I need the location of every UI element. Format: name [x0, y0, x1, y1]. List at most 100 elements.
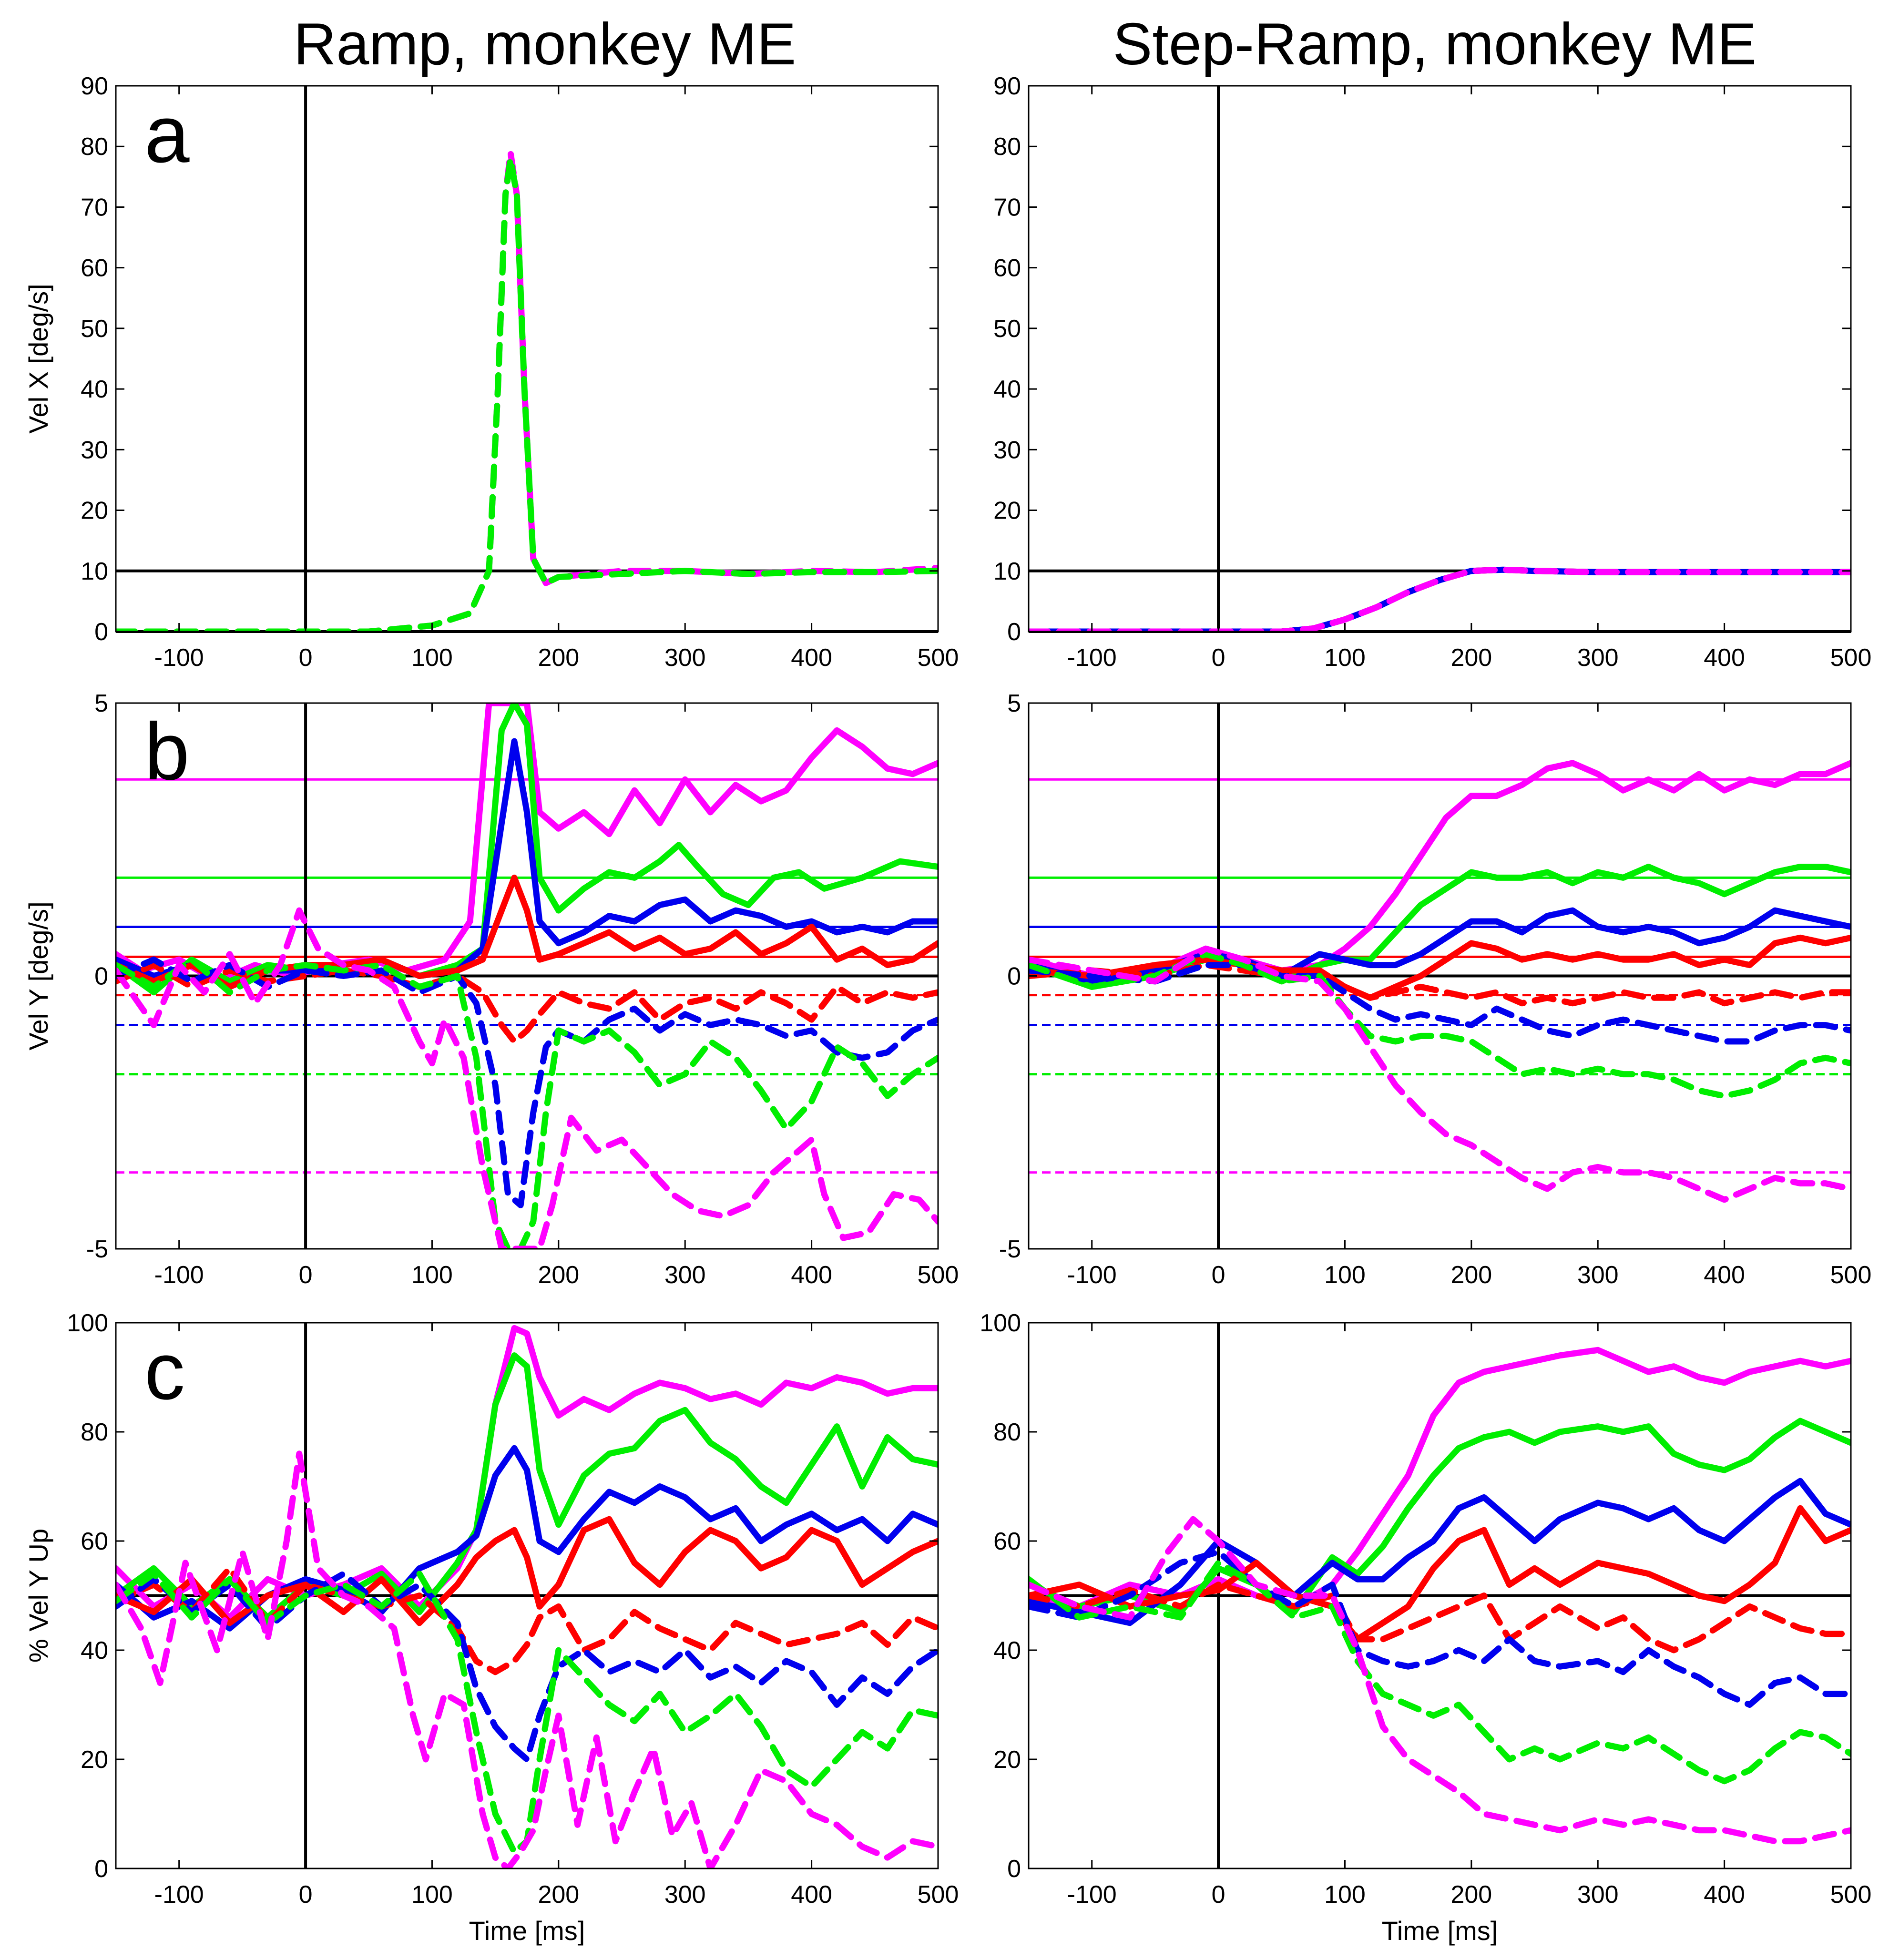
y-tick-label: 90 — [81, 72, 108, 100]
series-line-red-dashed — [1029, 962, 1851, 1007]
series-line-blue-solid — [116, 1445, 938, 1632]
series-line-blue-solid — [1029, 1478, 1851, 1626]
y-tick-label: 0 — [94, 1855, 108, 1883]
y-tick-label: -5 — [999, 1235, 1021, 1263]
series-line-blue-dashed — [1029, 962, 1851, 1045]
x-tick-label: 0 — [1212, 1881, 1225, 1909]
series-line-blue-solid — [116, 738, 938, 990]
x-tick-label: 100 — [1324, 1261, 1366, 1289]
x-tick-label: 200 — [538, 1881, 579, 1909]
x-tick-label: 400 — [791, 1881, 832, 1909]
chart-panel-c-left: -100 0 100 200 300 400 500 0 20 40 60 80 100 c % Vel Y… — [23, 1309, 959, 1946]
x-tick-label: 500 — [918, 1881, 959, 1909]
plot-frame — [1028, 1322, 1852, 1869]
y-tick-label: 80 — [993, 1419, 1021, 1446]
series-line-magenta-solid — [1029, 1347, 1851, 1610]
y-tick-label: 90 — [993, 72, 1021, 100]
y-tick-label: 20 — [993, 1746, 1021, 1774]
series-line-green-dashed — [116, 956, 938, 1249]
x-tick-label: 500 — [1830, 1261, 1872, 1289]
series-line-blue — [1029, 566, 1851, 632]
x-tick-label: 300 — [1577, 1881, 1619, 1909]
y-axis-label: Vel Y [deg/s] — [23, 901, 53, 1050]
series-line-magenta-dashed — [1029, 945, 1851, 1203]
x-tick-label: 300 — [664, 1261, 706, 1289]
chart-panel-c-right: -100 0 100 200 300 400 500 0 20 40 60 80 100 Time [ms… — [980, 1309, 1871, 1946]
x-tick-label: -100 — [154, 1881, 204, 1909]
x-tick-label: 300 — [664, 644, 706, 672]
y-tick-label: 40 — [993, 376, 1021, 403]
series-line-green-dashed — [1029, 951, 1851, 1099]
y-tick-label: 0 — [94, 618, 108, 646]
x-tick-label: 500 — [918, 644, 959, 672]
y-tick-label: 0 — [94, 963, 108, 990]
y-tick-label: 60 — [993, 255, 1021, 282]
y-axis-label: % Vel Y Up — [23, 1529, 53, 1663]
series-line-blue-dashed — [116, 1571, 938, 1763]
x-tick-label: 0 — [299, 644, 313, 672]
chart-panels: -100 0 100 200 300 400 5000102030405060708090a… — [23, 72, 1871, 1946]
series-group — [116, 1325, 938, 1868]
right-column-title: Step-Ramp, monkey ME — [1113, 11, 1757, 77]
x-tick-label: -100 — [1067, 1261, 1117, 1289]
y-axis-label: Vel X [deg/s] — [23, 284, 53, 433]
x-tick-label: 0 — [1212, 1261, 1225, 1289]
y-tick-label: 50 — [81, 315, 108, 343]
series-group — [1029, 1347, 1851, 1845]
y-tick-label: 100 — [67, 1309, 108, 1337]
series-group — [116, 703, 938, 1249]
y-tick-label: -5 — [86, 1235, 108, 1263]
series-line-magenta-dashed — [116, 1450, 938, 1868]
y-tick-label: 40 — [993, 1637, 1021, 1664]
y-tick-label: 5 — [1007, 690, 1021, 717]
chart-panel-a-left: -100 0 100 200 300 400 500 0 10 20 30 40 50 60 70 80 90 a… — [23, 72, 959, 672]
series-line-magenta-dashed — [1029, 1516, 1851, 1845]
y-tick-label: 0 — [1007, 618, 1021, 646]
y-tick-label: 60 — [81, 255, 108, 282]
series-line-green-dashed — [116, 1571, 938, 1856]
plot-frame — [115, 1322, 939, 1869]
x-tick-label: 100 — [1324, 644, 1366, 672]
left-column-title: Ramp, monkey ME — [294, 11, 796, 77]
series-line-green-solid — [116, 703, 938, 996]
y-tick-label: 10 — [81, 558, 108, 585]
y-tick-label: 30 — [81, 436, 108, 464]
series-line-red-solid — [1029, 934, 1851, 1001]
x-tick-label: -100 — [154, 644, 204, 672]
x-tick-label: 200 — [1450, 644, 1492, 672]
series-line-red-dashed — [116, 1565, 938, 1675]
y-tick-label: 0 — [1007, 1855, 1021, 1883]
y-tick-label: 20 — [993, 497, 1021, 525]
x-tick-label: 400 — [1704, 1261, 1745, 1289]
plot-frame — [115, 85, 939, 633]
x-tick-label: 100 — [411, 1261, 453, 1289]
x-tick-label: 300 — [664, 1881, 706, 1909]
series-line-red-dashed — [1029, 1582, 1851, 1654]
x-tick-label: 0 — [1212, 644, 1225, 672]
y-tick-label: 40 — [81, 376, 108, 403]
x-tick-label: 500 — [1830, 1881, 1872, 1909]
x-tick-label: -100 — [154, 1261, 204, 1289]
series-group — [1029, 566, 1851, 632]
x-axis-label: Time [ms] — [469, 1916, 585, 1946]
x-tick-label: 200 — [538, 644, 579, 672]
plot-frame — [1028, 85, 1852, 633]
y-tick-label: 70 — [993, 194, 1021, 221]
y-tick-label: 60 — [993, 1528, 1021, 1555]
x-tick-label: 0 — [299, 1881, 313, 1909]
y-tick-label: 20 — [81, 497, 108, 525]
y-tick-label: 5 — [94, 690, 108, 717]
y-tick-label: 30 — [993, 436, 1021, 464]
x-tick-label: 200 — [538, 1261, 579, 1289]
series-line-red-dashed — [116, 962, 938, 1045]
y-tick-label: 10 — [993, 558, 1021, 585]
x-tick-label: 300 — [1577, 1261, 1619, 1289]
y-tick-label: 80 — [993, 133, 1021, 161]
y-tick-label: 70 — [81, 194, 108, 221]
chart-panel-a-right: -100 0 100 200 300 400 500 0 10 20 30 40 50 60 70 80 90 — [993, 72, 1871, 672]
x-tick-label: 100 — [411, 1881, 453, 1909]
x-tick-label: 500 — [918, 1261, 959, 1289]
chart-panel-b-right: -100 0 100 200 300 400 500 -5 0 5 — [999, 690, 1872, 1289]
x-tick-label: -100 — [1067, 644, 1117, 672]
